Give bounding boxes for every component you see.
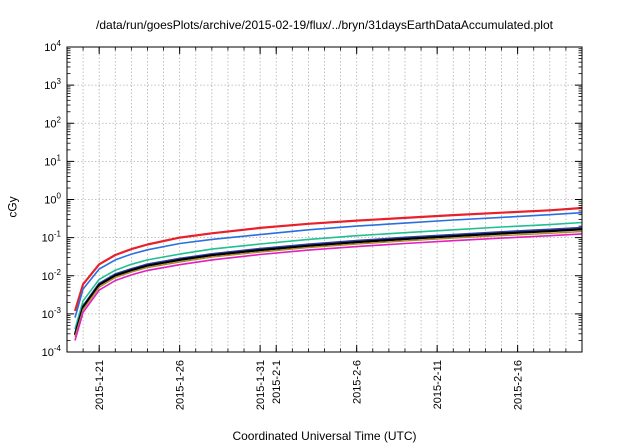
y-tick-base: 10 — [42, 233, 54, 245]
series-line — [74, 233, 583, 341]
x-tick-label: 2015-1-26 — [175, 360, 187, 410]
y-tick-exponent: 0 — [57, 192, 62, 201]
y-tick-exponent: -4 — [54, 344, 62, 353]
x-axis-label: Coordinated Universal Time (UTC) — [232, 429, 417, 443]
y-tick-base: 10 — [44, 156, 56, 168]
y-tick-label: 10-2 — [42, 268, 62, 283]
y-tick-label: 100 — [44, 192, 61, 207]
y-tick-base: 10 — [42, 271, 54, 283]
y-tick-base: 10 — [44, 118, 56, 130]
y-tick-label: 10-3 — [42, 306, 62, 321]
y-tick-exponent: -2 — [54, 268, 62, 277]
y-tick-exponent: 2 — [57, 115, 62, 124]
x-tick-label: 2015-1-21 — [94, 360, 106, 410]
x-tick-label: 2015-2-6 — [352, 360, 364, 404]
y-tick-exponent: 1 — [57, 153, 62, 162]
y-tick-base: 10 — [42, 347, 54, 359]
series-lines — [73, 206, 583, 341]
y-tick-exponent: 4 — [57, 39, 62, 48]
series-line — [73, 206, 583, 312]
grid-lines — [67, 47, 582, 352]
y-tick-label: 101 — [44, 153, 61, 168]
axis-ticks: 10-410-310-210-11001011021031042015-1-21… — [42, 39, 582, 410]
chart-title: /data/run/goesPlots/archive/2015-02-19/f… — [96, 18, 553, 32]
y-tick-base: 10 — [44, 42, 56, 54]
x-tick-label: 2015-2-1 — [271, 360, 283, 404]
x-tick-label: 2015-2-11 — [432, 360, 444, 409]
x-tick-label: 2015-2-16 — [513, 360, 525, 410]
y-tick-exponent: -1 — [54, 230, 62, 239]
y-tick-label: 10-4 — [42, 344, 62, 359]
series-line — [73, 228, 583, 336]
y-tick-label: 103 — [44, 77, 61, 92]
series-line — [74, 211, 583, 318]
x-tick-label: 2015-1-31 — [255, 360, 267, 410]
y-tick-base: 10 — [44, 80, 56, 92]
y-tick-exponent: 3 — [57, 77, 62, 86]
y-tick-label: 102 — [44, 115, 61, 130]
series-line — [74, 230, 583, 337]
y-tick-label: 104 — [44, 39, 61, 54]
y-tick-base: 10 — [44, 195, 56, 207]
series-line — [74, 221, 583, 330]
y-tick-label: 10-1 — [42, 230, 62, 245]
y-tick-exponent: -3 — [54, 306, 62, 315]
y-tick-base: 10 — [42, 309, 54, 321]
